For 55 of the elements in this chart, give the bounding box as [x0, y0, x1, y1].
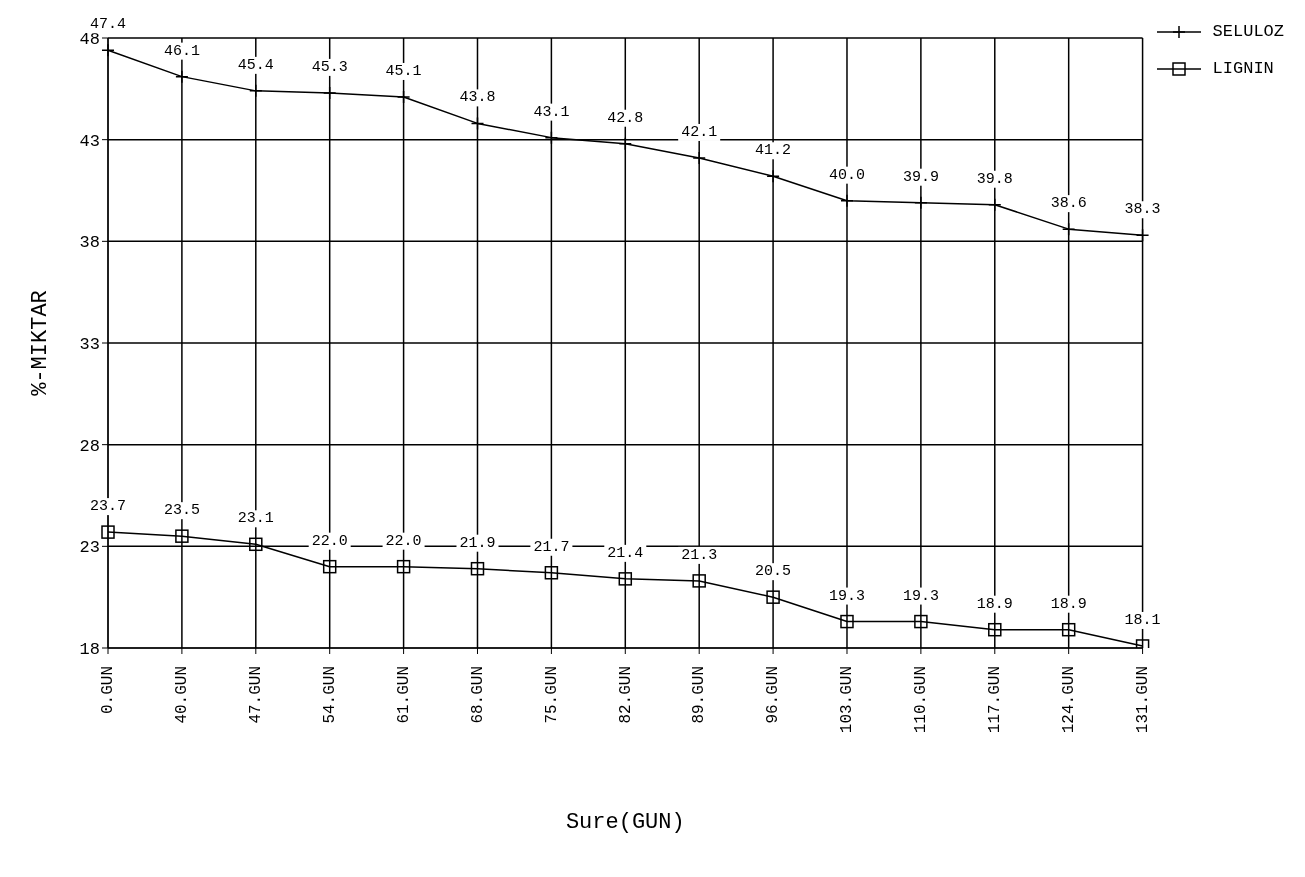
y-tick-label: 28	[79, 436, 100, 456]
x-tick-label: 96.GUN	[764, 666, 783, 724]
y-axis-title: %-MIKTAR	[27, 290, 53, 396]
x-tick-label: 103.GUN	[838, 666, 857, 734]
x-tick-label: 117.GUN	[986, 666, 1005, 734]
data-label: 21.9	[459, 534, 496, 552]
data-label: 46.1	[163, 42, 200, 60]
x-tick-label: 82.GUN	[616, 666, 635, 724]
y-tick-label: 18	[79, 640, 100, 660]
data-label: 22.0	[311, 532, 348, 550]
x-tick-label: 131.GUN	[1133, 666, 1152, 734]
y-tick-label: 43	[79, 131, 100, 151]
data-label: 38.6	[1050, 195, 1087, 213]
x-tick-label: 0.GUN	[99, 666, 118, 715]
data-label: 43.8	[459, 89, 496, 107]
data-label: 23.1	[237, 510, 274, 528]
data-label: 45.1	[385, 62, 422, 80]
y-tick-label: 23	[79, 538, 100, 558]
x-tick-label: 124.GUN	[1059, 666, 1078, 734]
data-label: 42.1	[681, 123, 718, 141]
data-label: 21.7	[533, 538, 570, 556]
x-axis-title: Sure(GUN)	[565, 810, 685, 835]
data-label: 39.9	[902, 168, 939, 186]
data-label: 23.5	[163, 502, 200, 520]
legend-label: LIGNIN	[1212, 59, 1274, 78]
data-label: 19.3	[902, 587, 939, 605]
data-label: 38.3	[1124, 201, 1161, 219]
x-tick-label: 47.GUN	[247, 666, 266, 724]
legend-label: SELULOZ	[1212, 22, 1284, 41]
data-label: 39.8	[976, 170, 1013, 188]
data-label: 18.9	[976, 595, 1013, 613]
x-tick-label: 75.GUN	[542, 666, 561, 724]
x-tick-label: 54.GUN	[320, 666, 339, 724]
data-label: 21.4	[607, 544, 644, 562]
y-tick-label: 33	[79, 335, 100, 355]
data-label: 45.4	[237, 56, 274, 74]
data-label: 23.7	[89, 498, 127, 516]
x-tick-label: 89.GUN	[690, 666, 709, 724]
x-tick-label: 110.GUN	[912, 666, 931, 734]
data-label: 47.4	[89, 16, 127, 34]
data-label: 40.0	[828, 166, 865, 184]
data-label: 21.3	[681, 546, 718, 564]
x-tick-label: 68.GUN	[468, 666, 487, 724]
y-tick-label: 38	[79, 233, 100, 253]
data-label: 20.5	[755, 563, 792, 581]
data-label: 19.3	[828, 587, 865, 605]
data-label: 42.8	[607, 109, 644, 127]
data-label: 22.0	[385, 532, 422, 550]
data-label: 18.9	[1050, 595, 1087, 613]
data-label: 18.1	[1124, 611, 1161, 629]
x-tick-label: 61.GUN	[394, 666, 413, 724]
data-label: 45.3	[311, 58, 348, 76]
data-label: 41.2	[755, 142, 792, 160]
data-label: 43.1	[533, 103, 570, 121]
x-tick-label: 40.GUN	[173, 666, 192, 724]
